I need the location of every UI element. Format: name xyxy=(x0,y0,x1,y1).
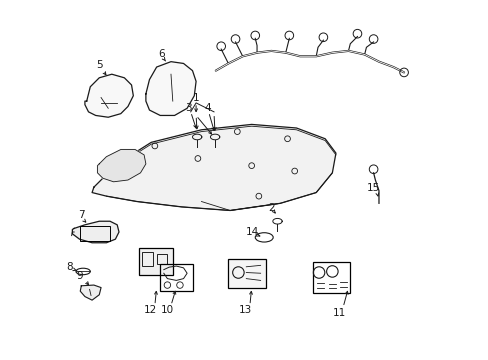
Bar xyxy=(142,252,153,266)
Text: 10: 10 xyxy=(161,305,174,315)
Polygon shape xyxy=(145,62,196,116)
Polygon shape xyxy=(92,125,335,211)
Text: 14: 14 xyxy=(245,227,259,237)
Polygon shape xyxy=(228,259,265,288)
Bar xyxy=(160,264,192,291)
Polygon shape xyxy=(72,221,119,243)
Text: 7: 7 xyxy=(78,210,84,220)
Text: 6: 6 xyxy=(159,49,165,59)
Text: 9: 9 xyxy=(76,271,82,281)
Polygon shape xyxy=(80,285,101,300)
Bar xyxy=(139,248,172,275)
Bar xyxy=(312,262,349,293)
Text: 1: 1 xyxy=(192,93,199,103)
Text: 12: 12 xyxy=(143,305,157,315)
Text: 3: 3 xyxy=(185,103,192,113)
Text: 8: 8 xyxy=(66,262,73,272)
Polygon shape xyxy=(85,74,133,117)
Polygon shape xyxy=(139,248,172,275)
Text: 5: 5 xyxy=(96,59,102,69)
Text: 11: 11 xyxy=(332,308,346,318)
Text: 15: 15 xyxy=(366,183,380,193)
Bar xyxy=(156,253,167,264)
Text: 13: 13 xyxy=(238,305,251,315)
Polygon shape xyxy=(97,149,145,182)
Bar xyxy=(80,226,109,240)
Text: 4: 4 xyxy=(204,103,211,113)
Text: 2: 2 xyxy=(267,203,274,213)
Bar xyxy=(228,259,265,288)
